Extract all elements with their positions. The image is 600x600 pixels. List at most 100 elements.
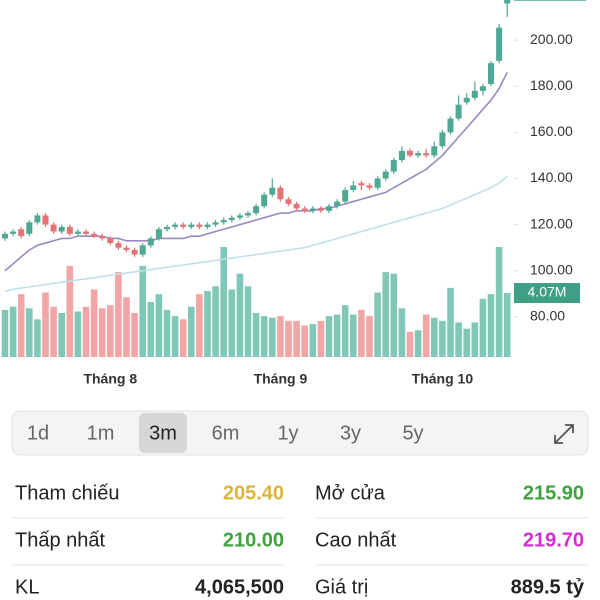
stat-label: Mở cửa (315, 482, 386, 504)
candle-body (407, 150, 413, 156)
candle-body (164, 226, 170, 230)
candle-body (463, 97, 470, 103)
x-tick-label: Tháng 10 (412, 371, 474, 387)
volume-bar (301, 325, 308, 357)
candle-body (26, 222, 33, 234)
candle-body (415, 153, 422, 156)
candle-body (66, 226, 73, 234)
candle-body (358, 183, 365, 186)
volume-bar (390, 273, 398, 357)
volume-bar (252, 313, 260, 357)
expand-icon[interactable] (554, 424, 574, 444)
candle-body (58, 226, 65, 232)
stat-value: 205.40 (223, 482, 284, 504)
candle-body (196, 224, 203, 227)
candle-body (374, 178, 381, 188)
volume-bar (34, 319, 41, 357)
candle-body (455, 104, 462, 119)
candle-body (479, 86, 486, 91)
candle-body (309, 208, 316, 211)
candle-body (228, 217, 235, 221)
volume-bar (358, 309, 365, 357)
volume-bar (204, 291, 211, 357)
volume-bar (422, 314, 430, 357)
candle-body (317, 208, 324, 211)
volume-bar (341, 305, 349, 357)
candle-body (155, 229, 162, 239)
volume-bar (171, 316, 179, 357)
volume-bar (471, 322, 479, 357)
timeframe-option[interactable]: 1d (27, 422, 49, 444)
candle-body (398, 150, 405, 161)
candle-body (253, 206, 260, 214)
timeframe-option[interactable]: 6m (212, 422, 240, 444)
candle-body (277, 187, 284, 200)
volume-bar (163, 309, 171, 357)
candle-body (188, 224, 195, 227)
volume-bar (236, 273, 244, 357)
candle-body (180, 224, 187, 227)
stat-label: KL (15, 576, 39, 598)
volume-bar (50, 306, 57, 357)
y-tick-label: 200.00 (530, 31, 573, 47)
stat-value: 889.5 tỷ (511, 576, 585, 598)
volume-bar (196, 294, 203, 357)
candle-body (123, 247, 130, 250)
candle-body (34, 215, 41, 223)
volume-bar (228, 289, 236, 357)
volume-bar (17, 294, 25, 357)
volume-bar (382, 272, 389, 357)
candle-body (115, 243, 122, 248)
volume-bar (309, 324, 317, 357)
volume-bar (366, 316, 373, 357)
candle-body (488, 63, 494, 84)
stat-value: 4,065,500 (195, 576, 284, 598)
moving-average (4, 175, 508, 293)
volume-bar (350, 314, 357, 357)
timeframe-option[interactable]: 3y (340, 422, 361, 444)
candle-body (220, 220, 227, 223)
candle-body (350, 185, 357, 191)
volume-bar (9, 306, 17, 357)
timeframe-option[interactable]: 1m (87, 422, 115, 444)
volume-bar (269, 317, 276, 357)
stat-value: 219.70 (523, 529, 584, 551)
candle-body (245, 213, 251, 216)
stat-value: 215.90 (523, 482, 584, 504)
volume-bar (107, 305, 114, 357)
timeframe-option[interactable]: 1y (277, 422, 298, 444)
moving-average (4, 72, 508, 272)
candle-body (447, 118, 454, 133)
y-tick-label: 180.00 (530, 77, 573, 93)
timeframe-option[interactable]: 5y (402, 422, 423, 444)
volume-bar (82, 306, 90, 357)
candle-body (504, 0, 511, 4)
volume-bar (406, 331, 414, 357)
candle-body (83, 231, 89, 234)
volume-bar (333, 314, 341, 357)
volume-bar (1, 309, 9, 357)
candle-body (99, 236, 106, 239)
volume-bar (260, 316, 268, 357)
candle-body (423, 153, 430, 156)
timeframe-option[interactable]: 3m (149, 422, 177, 444)
volume-bar (285, 320, 292, 357)
volume-bar (398, 308, 406, 357)
candle-body (334, 201, 341, 207)
volume-bar (123, 297, 130, 357)
candle-body (204, 224, 211, 227)
candle-body (366, 185, 373, 188)
candle-body (342, 190, 349, 202)
x-tick-label: Tháng 8 (83, 371, 137, 387)
y-tick-label: 100.00 (530, 261, 573, 277)
candle-body (2, 233, 8, 239)
candle-body (139, 245, 146, 255)
y-tick-label: 120.00 (530, 215, 573, 231)
volume-bar (487, 294, 495, 357)
candle-body (496, 27, 503, 61)
volume-bar (26, 308, 33, 357)
candle-body (301, 208, 308, 211)
volume-bar (455, 322, 462, 357)
volume-bar (131, 313, 138, 357)
stat-label: Giá trị (315, 576, 368, 598)
